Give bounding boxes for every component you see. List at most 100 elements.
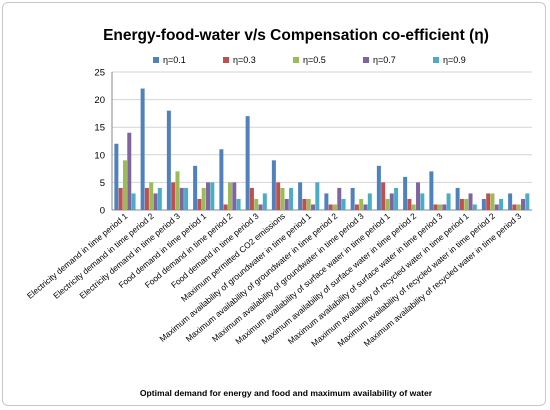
bars	[114, 88, 530, 210]
y-tick-label: 5	[100, 178, 105, 189]
bar	[227, 182, 232, 210]
y-tick-label: 0	[100, 206, 105, 217]
legend-swatch	[153, 57, 159, 63]
series-1	[114, 88, 513, 210]
bar	[459, 198, 464, 210]
bar	[175, 171, 180, 210]
bar	[363, 204, 368, 210]
bar	[389, 193, 394, 210]
legend-label: η=0.7	[373, 55, 396, 65]
bar	[332, 204, 337, 210]
bar	[118, 187, 123, 210]
bar	[446, 193, 451, 210]
bar	[254, 198, 259, 210]
bar	[420, 193, 425, 210]
bar	[512, 204, 517, 210]
bar	[157, 187, 162, 210]
legend-label: η=0.5	[303, 55, 326, 65]
bar	[184, 187, 189, 210]
bar	[337, 187, 342, 210]
bar	[437, 204, 442, 210]
x-tick-label: Electricity demand in time period 3	[77, 211, 182, 301]
bar	[276, 182, 281, 210]
bar	[271, 160, 276, 210]
bar	[490, 193, 495, 210]
y-tick-label: 25	[94, 68, 105, 79]
bar	[223, 204, 228, 210]
legend-swatch	[293, 57, 299, 63]
bar	[429, 171, 434, 210]
legend-swatch	[363, 57, 369, 63]
x-axis-label: Optimal demand for energy and food and m…	[140, 388, 433, 398]
legend-label: η=0.9	[443, 55, 466, 65]
bar	[407, 198, 412, 210]
bar	[486, 193, 491, 210]
legend-label: η=0.3	[233, 55, 256, 65]
bar	[193, 165, 198, 210]
bar	[306, 198, 311, 210]
bar	[455, 187, 460, 210]
bar	[516, 204, 521, 210]
bar	[262, 193, 267, 210]
bar	[280, 187, 285, 210]
series-5	[131, 182, 530, 210]
bar	[131, 193, 136, 210]
y-tick-label: 20	[94, 95, 105, 106]
bar	[201, 187, 206, 210]
x-axis: Electricity demand in time period 1Elect…	[25, 211, 523, 349]
bar	[472, 204, 477, 210]
bar	[508, 193, 513, 210]
bar	[341, 198, 346, 210]
legend: η=0.1 η=0.3 η=0.5 η=0.7 η=0.9	[153, 55, 466, 65]
bar	[499, 198, 504, 210]
bar	[381, 182, 386, 210]
chart-title: Energy-food-water v/s Compensation co-ef…	[103, 27, 489, 44]
bar	[311, 204, 316, 210]
bar	[219, 149, 224, 210]
bar	[245, 116, 250, 210]
y-tick-label: 10	[94, 150, 105, 161]
bar	[403, 176, 408, 210]
bar	[258, 204, 263, 210]
y-tick-label: 15	[94, 123, 105, 134]
bar	[385, 198, 390, 210]
bar	[206, 182, 211, 210]
legend-swatch	[433, 57, 439, 63]
bar	[468, 193, 473, 210]
bar	[249, 187, 254, 210]
x-tick-label: Electricity demand in time period 2	[51, 211, 156, 301]
bar	[166, 110, 171, 210]
series-3	[122, 160, 521, 210]
bar	[416, 182, 421, 210]
bar	[328, 204, 333, 210]
bar	[433, 204, 438, 210]
bar	[232, 182, 237, 210]
bar	[197, 198, 202, 210]
bar	[521, 198, 526, 210]
bar	[153, 193, 158, 210]
bar	[367, 193, 372, 210]
y-axis: 0 5 10 15 20 25	[94, 68, 113, 217]
bar	[114, 143, 119, 210]
bar	[149, 182, 154, 210]
bar	[481, 198, 486, 210]
bar	[464, 198, 469, 210]
bar	[179, 187, 184, 210]
bar	[394, 187, 399, 210]
bar	[376, 165, 381, 210]
bar	[302, 198, 307, 210]
bar	[324, 193, 329, 210]
bar	[359, 198, 364, 210]
series-2	[118, 182, 517, 210]
bar	[525, 193, 530, 210]
bar	[140, 88, 145, 210]
bar	[411, 204, 416, 210]
bar	[122, 160, 127, 210]
bar	[350, 187, 355, 210]
bar	[442, 204, 447, 210]
bar	[144, 187, 149, 210]
bar	[236, 198, 241, 210]
bar	[354, 204, 359, 210]
bar	[284, 198, 289, 210]
